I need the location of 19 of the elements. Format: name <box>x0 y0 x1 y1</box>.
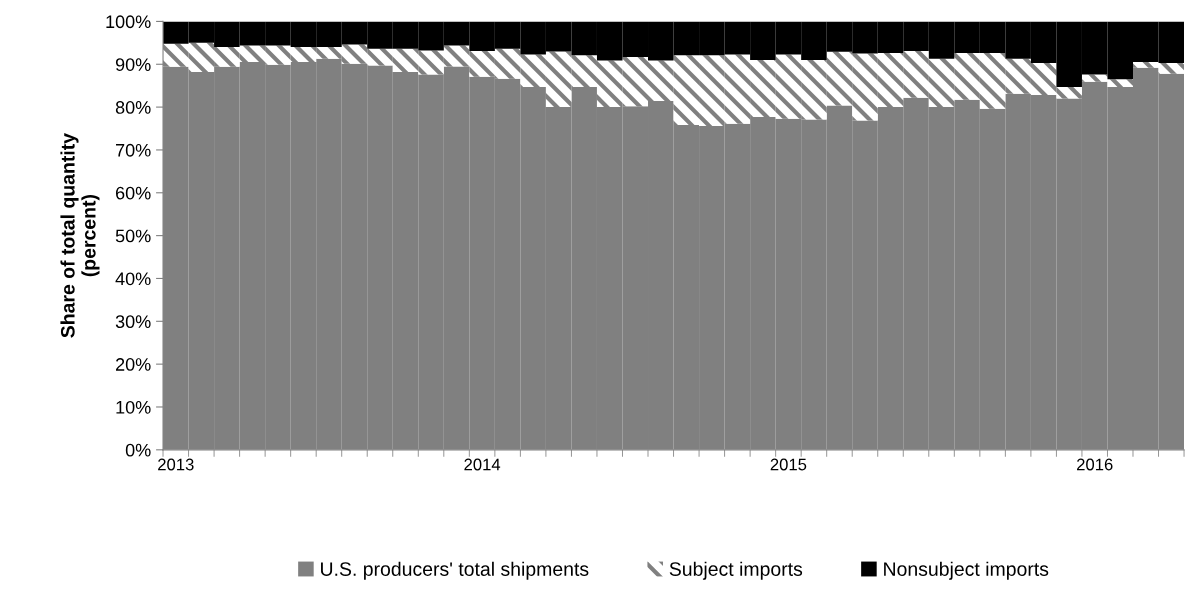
y-tick-label: 10% <box>116 400 151 414</box>
legend-label: Nonsubject imports <box>884 561 1049 580</box>
x-tick-label: 2015 <box>770 458 807 471</box>
legend-label: U.S. producers' total shipments <box>321 561 589 580</box>
y-axis-title: Share of total quantity (percent) <box>60 133 100 338</box>
y-tick-label: 40% <box>115 272 151 286</box>
x-tick-label: 2013 <box>158 458 194 471</box>
y-tick-label: 80% <box>115 101 151 114</box>
y-tick-label: 60% <box>116 186 151 200</box>
y-tick-label: 50% <box>115 229 151 243</box>
y-tick-label: 70% <box>116 143 151 157</box>
y-tick-label: 90% <box>115 58 151 71</box>
x-tick-label: 2014 <box>464 458 501 471</box>
y-tick-label: 0% <box>125 443 151 457</box>
x-tick-label: 2016 <box>1077 458 1113 471</box>
y-tick-label: 100% <box>106 15 151 29</box>
y-tick-label: 30% <box>115 315 151 329</box>
y-tick-label: 20% <box>116 358 151 371</box>
legend-label: Subject imports <box>669 561 803 580</box>
